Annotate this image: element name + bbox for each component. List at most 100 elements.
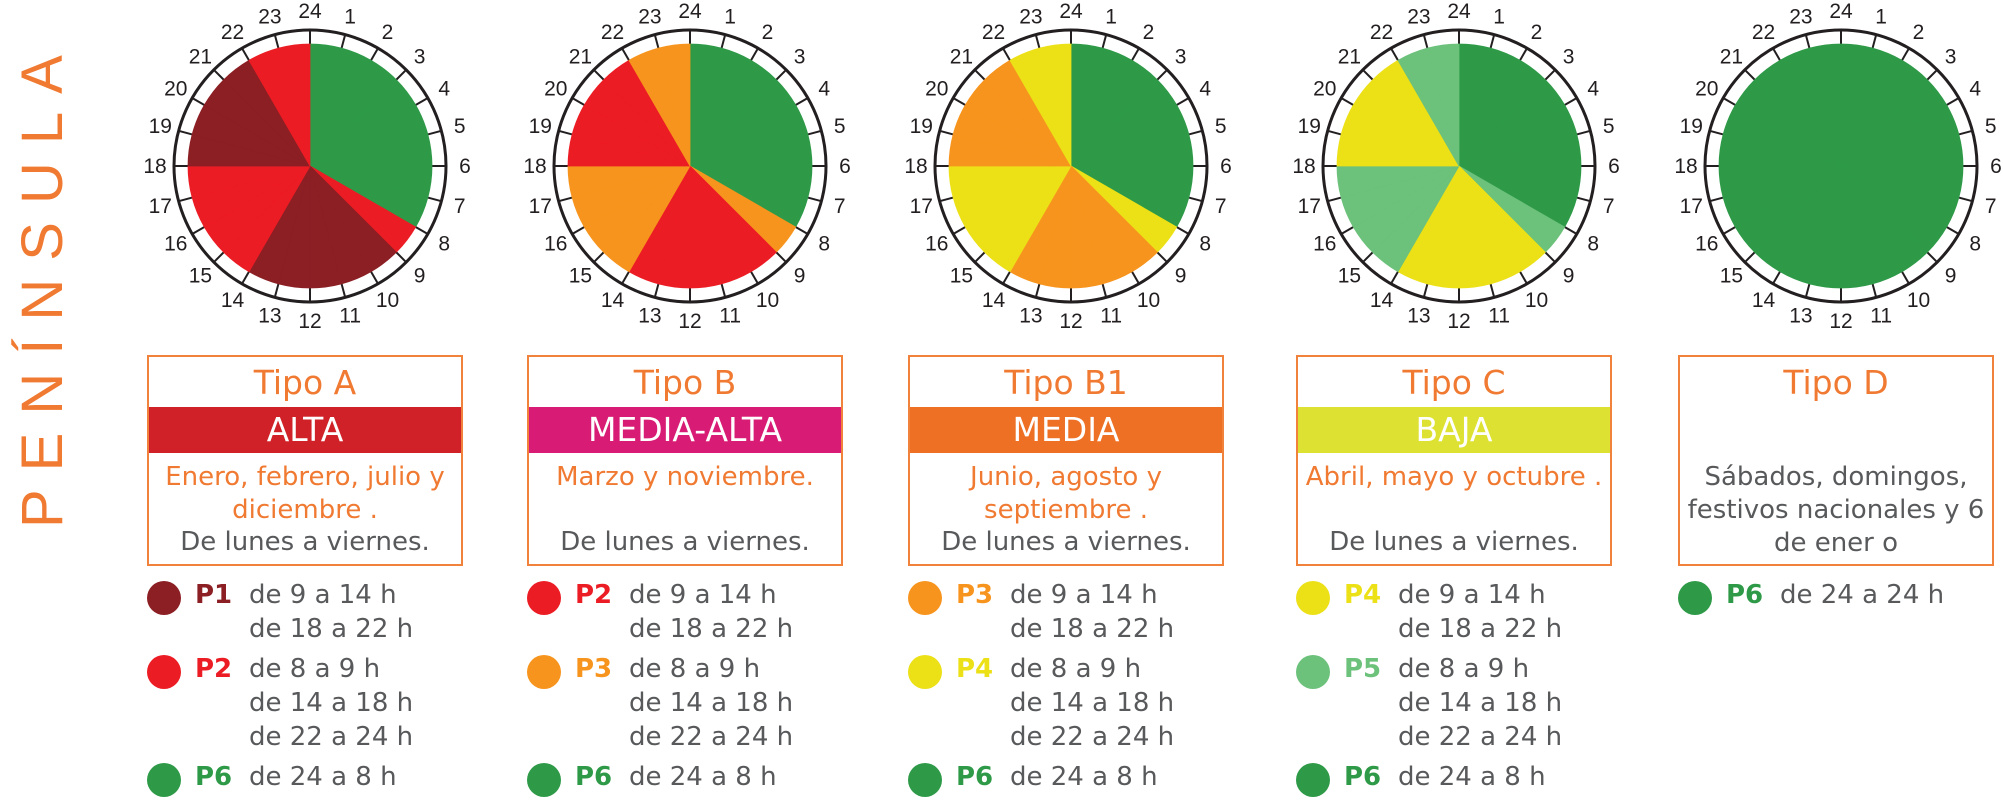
clock-tick <box>1709 129 1724 136</box>
clock-tick <box>1804 34 1811 49</box>
hour-label: 5 <box>1215 115 1227 138</box>
hour-label: 8 <box>1587 233 1599 256</box>
hour-label: 4 <box>1969 78 1981 101</box>
hour-label: 17 <box>1298 195 1321 218</box>
clock-tick <box>1340 97 1354 106</box>
hour-label: 22 <box>982 21 1005 44</box>
hour-ranges: de 24 a 8 h <box>1398 760 1626 794</box>
hour-ranges: de 8 a 9 h de 14 a 18 h de 22 a 24 h <box>1398 652 1626 754</box>
hour-range: de 22 a 24 h <box>629 722 794 752</box>
clock-tick <box>415 226 429 235</box>
hour-range: de 14 a 18 h <box>1398 688 1563 718</box>
hour-label: 22 <box>221 21 244 44</box>
hour-label: 20 <box>925 78 948 101</box>
clock-tick <box>427 196 442 203</box>
hour-label: 14 <box>601 289 625 312</box>
hour-label: 6 <box>1220 155 1232 178</box>
hour-range: de 22 a 24 h <box>249 722 414 752</box>
clock-tick <box>1576 129 1591 136</box>
hour-label: 11 <box>1870 305 1892 328</box>
clock-tick <box>191 97 205 106</box>
hour-label: 22 <box>601 21 624 44</box>
hour-segment-p3 <box>657 43 691 167</box>
hour-label: 4 <box>1587 78 1599 101</box>
hour-label: 16 <box>164 233 187 256</box>
clock-tick <box>775 251 787 263</box>
tariff-info-box: Tipo B MEDIA-ALTA Marzo y noviembre. De lun… <box>527 355 843 566</box>
hour-label: 7 <box>1215 195 1227 218</box>
clock-tick <box>1101 283 1108 298</box>
hour-label: 24 <box>1447 0 1471 23</box>
months-text: Junio, agosto y septiembre . <box>970 462 1162 525</box>
hour-ranges: de 24 a 24 h <box>1780 578 2003 612</box>
clock-tick <box>1002 271 1011 285</box>
hour-range: de 14 a 18 h <box>1010 688 1175 718</box>
hour-label: 11 <box>1488 305 1510 328</box>
hour-label: 24 <box>1829 0 1853 23</box>
hour-label: 11 <box>339 305 361 328</box>
clock-tick <box>1722 226 1736 235</box>
clock-tick <box>1131 47 1140 61</box>
hour-label: 23 <box>1019 5 1042 28</box>
clock-tick <box>952 226 966 235</box>
season-band: MEDIA <box>910 407 1222 453</box>
hour-label: 7 <box>1985 195 1997 218</box>
clock-tick <box>558 196 573 203</box>
clock-tick <box>558 129 573 136</box>
hour-label: 13 <box>1019 305 1042 328</box>
clock-tick <box>750 47 759 61</box>
hour-range: de 14 a 18 h <box>249 688 414 718</box>
hour-label: 13 <box>638 305 661 328</box>
period-code: P6 <box>1344 762 1382 792</box>
clock-tick <box>952 97 966 106</box>
hour-ranges: de 24 a 8 h <box>249 760 477 794</box>
days-text: De lunes a viernes. <box>941 527 1191 557</box>
hour-label: 15 <box>189 265 212 288</box>
hour-label: 3 <box>1563 45 1575 68</box>
hour-label: 14 <box>982 289 1006 312</box>
clock-tick <box>795 97 809 106</box>
period-legend: P2 de 9 a 14 h de 18 a 22 h P3 de 8 a 9 h de … <box>527 578 857 800</box>
period-dot <box>147 763 181 797</box>
hour-ranges: de 24 a 8 h <box>629 760 857 794</box>
legend-row: P6 de 24 a 8 h <box>147 760 477 797</box>
tariff-info-box: Tipo C BAJA Abril, mayo y octubre . De lune… <box>1296 355 1612 566</box>
season-band: BAJA <box>1298 407 1610 453</box>
clock-tick <box>1871 34 1878 49</box>
clock-tick <box>1156 69 1168 81</box>
legend-row: P1 de 9 a 14 h de 18 a 22 h <box>147 578 477 646</box>
hour-ranges: de 8 a 9 h de 14 a 18 h de 22 a 24 h <box>249 652 477 754</box>
months-text: Marzo y noviembre. <box>556 462 814 492</box>
hour-range: de 24 a 24 h <box>1780 580 1945 610</box>
clock-tick <box>593 251 605 263</box>
tariff-type-title: Tipo A <box>253 363 357 402</box>
clock-tick <box>1489 283 1496 298</box>
clock-tick <box>974 251 986 263</box>
clock-tick <box>775 69 787 81</box>
hour-segment-p2 <box>277 43 311 167</box>
hour-ranges: de 8 a 9 h de 14 a 18 h de 22 a 24 h <box>1010 652 1238 754</box>
clock-tick <box>1034 34 1041 49</box>
hour-label: 2 <box>1143 21 1155 44</box>
hour-range: de 14 a 18 h <box>629 688 794 718</box>
hour-range: de 22 a 24 h <box>1398 722 1563 752</box>
hour-range: de 8 a 9 h <box>249 654 381 684</box>
clock-tick <box>1946 97 1960 106</box>
clock-tick <box>1176 97 1190 106</box>
hour-label: 4 <box>818 78 830 101</box>
legend-row: P2 de 8 a 9 h de 14 a 18 h de 22 a 24 h <box>147 652 477 754</box>
clock-tick <box>807 129 822 136</box>
clock-tick <box>1772 271 1781 285</box>
period-dot <box>908 581 942 615</box>
tariff-column: 24 1 2 3 4 5 6 7 8 9 10 11 12 13 14 15 16 17 18 19 20 21 22 23 T… <box>1286 0 1626 801</box>
hour-label: 6 <box>1608 155 1620 178</box>
clock-tick <box>1422 283 1429 298</box>
period-code: P6 <box>956 762 994 792</box>
hour-label: 8 <box>818 233 830 256</box>
clock-tick <box>1327 196 1342 203</box>
hour-label: 20 <box>164 78 187 101</box>
hour-label: 9 <box>1563 265 1575 288</box>
